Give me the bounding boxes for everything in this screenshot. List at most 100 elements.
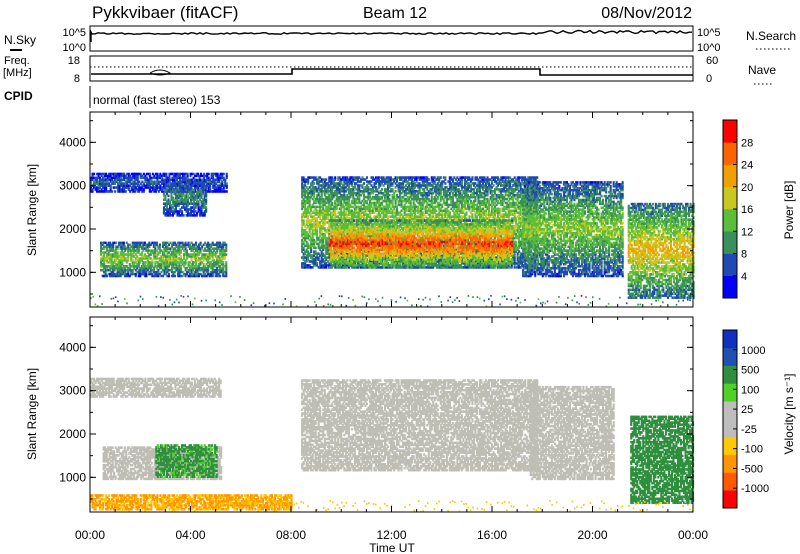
power-cell: [225, 176, 228, 180]
power-cell: [193, 208, 196, 211]
power-cell: [178, 270, 181, 274]
power-cell: [147, 180, 150, 184]
power-cell: [212, 174, 215, 178]
power-cell: [133, 182, 136, 185]
power-cell: [217, 243, 220, 247]
power-cell: [173, 202, 176, 205]
power-cell: [200, 188, 203, 192]
power-cell: [106, 274, 109, 278]
power-cell: [388, 193, 391, 197]
power-cell: [174, 176, 177, 180]
power-cell: [160, 257, 163, 260]
power-cell: [96, 190, 99, 193]
power-cell: [175, 257, 178, 260]
power-cell: [170, 243, 174, 247]
power-cell: [184, 253, 187, 256]
power-cell: [164, 247, 168, 250]
power-cell: [197, 172, 200, 176]
power-cell: [149, 270, 152, 274]
power-cell: [183, 255, 186, 258]
power-cell: [163, 266, 166, 270]
power-cell: [170, 263, 174, 266]
power-cell: [103, 251, 106, 254]
power-cell: [216, 255, 219, 258]
power-cell: [102, 190, 105, 193]
power-cell: [198, 249, 201, 252]
power-cell: [130, 257, 133, 260]
power-cell: [189, 253, 192, 256]
power-cell: [175, 263, 178, 266]
power-cell: [182, 200, 185, 203]
power-cell: [107, 272, 110, 276]
power-cell: [124, 272, 127, 276]
power-cell: [220, 266, 223, 270]
power-cell: [106, 249, 109, 252]
power-cell: [222, 261, 225, 264]
power-cell: [217, 241, 220, 245]
power-cell: [190, 196, 193, 200]
power-cell: [100, 190, 103, 193]
power-cell: [118, 266, 121, 270]
power-cell: [219, 174, 222, 178]
power-cell: [222, 272, 225, 276]
power-cell: [196, 266, 199, 270]
power-cell: [120, 176, 123, 180]
power-cell: [152, 251, 155, 254]
power-cell: [192, 253, 195, 256]
power-cell: [219, 251, 222, 254]
power-cell: [159, 186, 162, 189]
power-cell: [331, 201, 334, 205]
power-cell: [190, 190, 193, 194]
power-cell: [207, 172, 210, 176]
power-cell: [195, 182, 198, 185]
power-cell: [199, 241, 202, 245]
power-cell: [148, 184, 151, 187]
power-cell: [154, 255, 157, 258]
power-cell: [175, 266, 178, 270]
power-cell: [165, 212, 169, 215]
power-cell: [184, 268, 187, 272]
power-cell: [197, 200, 200, 203]
power-cell: [154, 241, 157, 245]
power-cell: [160, 270, 163, 274]
power-cell: [93, 176, 96, 180]
power-cell: [213, 180, 216, 184]
power-cell: [151, 182, 154, 185]
power-cell: [198, 263, 201, 266]
power-cell: [172, 259, 175, 262]
power-cell: [177, 192, 181, 196]
power-cell: [93, 180, 96, 184]
power-cell: [106, 268, 109, 272]
power-cell: [211, 243, 214, 247]
power-cell: [139, 261, 142, 264]
frequency-panel: Freq. [MHz] 18 8 60 0 Nave: [3, 55, 776, 85]
power-cell: [108, 176, 111, 180]
power-cell: [140, 270, 143, 274]
power-cell: [131, 255, 134, 258]
power-cell: [137, 274, 140, 278]
power-cell: [122, 241, 125, 245]
power-cell: [187, 241, 190, 245]
power-cell: [194, 206, 197, 209]
power-cell: [206, 176, 209, 180]
power-cell: [130, 188, 133, 191]
power-cell: [140, 257, 143, 260]
power-cell: [125, 253, 128, 256]
power-cell: [220, 247, 223, 250]
power-cell: [215, 182, 218, 185]
power-cell: [125, 247, 128, 250]
power-cell: [138, 188, 141, 191]
power-cell: [158, 272, 161, 276]
power-cell: [167, 198, 170, 201]
power-cell: [185, 194, 188, 198]
power-cell: [215, 186, 218, 189]
power-cell: [190, 270, 193, 274]
power-cell: [137, 261, 140, 264]
power-cell: [194, 180, 197, 184]
power-cell: [207, 188, 210, 191]
power-cell: [199, 272, 202, 276]
power-cell: [176, 210, 179, 213]
power-cell: [122, 253, 125, 256]
power-cell: [110, 243, 113, 247]
power-cell: [130, 265, 133, 268]
